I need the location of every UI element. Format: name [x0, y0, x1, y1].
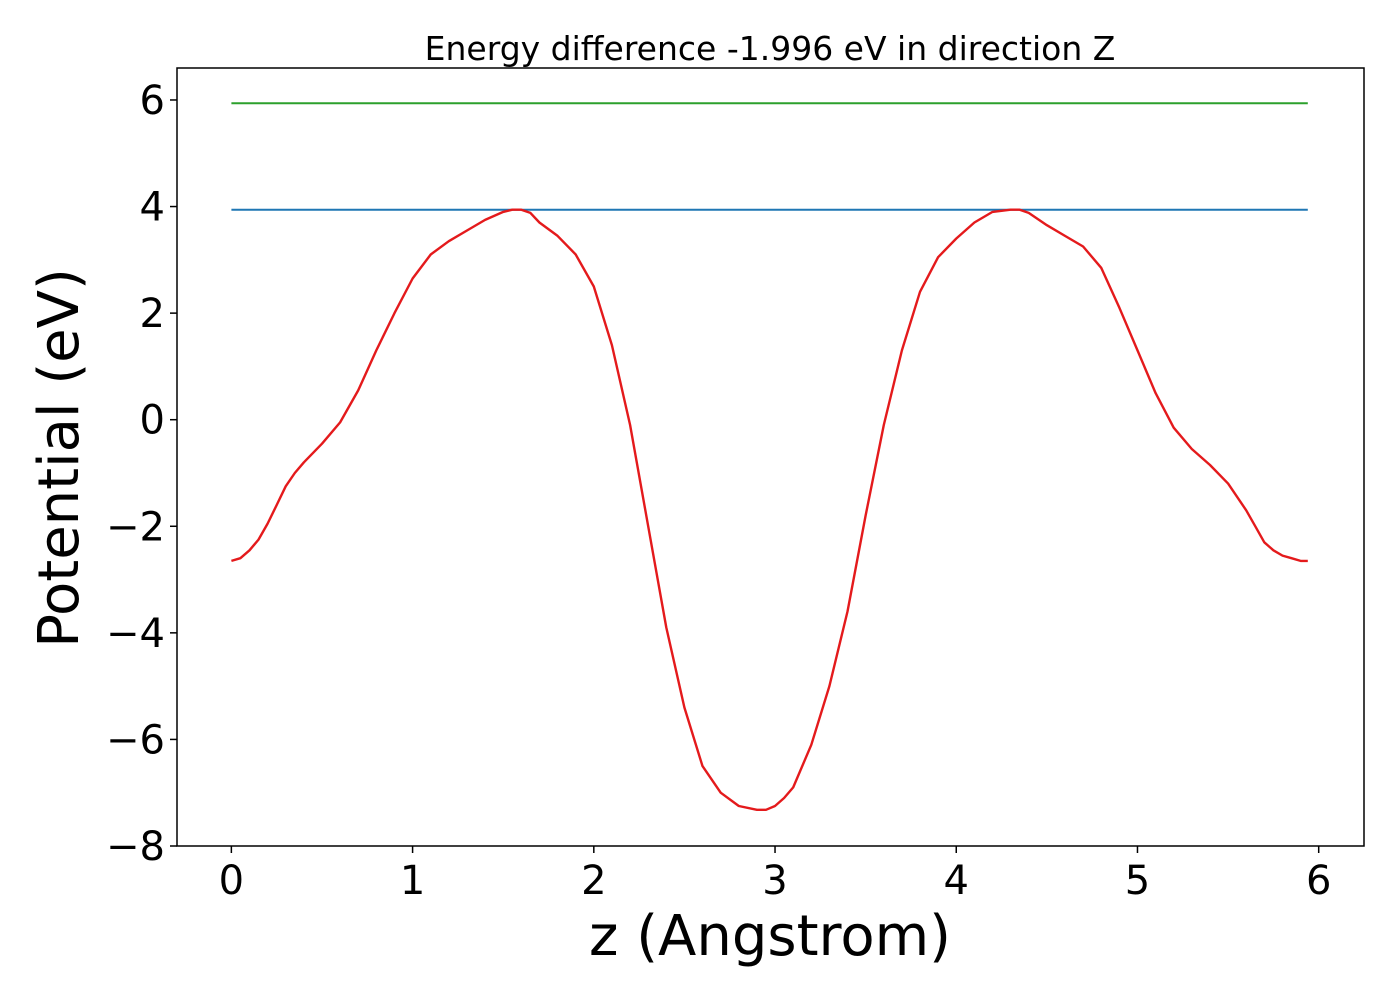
x-tick-label: 4 [944, 858, 969, 904]
y-tick-label: −4 [106, 611, 165, 657]
x-tick-label: 6 [1306, 858, 1331, 904]
x-tick-label: 2 [581, 858, 606, 904]
series-line-2 [231, 208, 1308, 811]
y-tick-label: 6 [140, 78, 165, 124]
plot-area-frame [176, 67, 1365, 847]
y-axis-ticks: −8 −6 −4 −2 0 2 4 6 [106, 78, 177, 870]
x-tick-label: 5 [1125, 858, 1150, 904]
x-axis-ticks: 0 1 2 3 4 5 6 [219, 846, 1331, 904]
x-tick-label: 0 [219, 858, 244, 904]
y-tick-label: 0 [140, 398, 165, 444]
y-tick-label: 4 [140, 185, 165, 231]
y-tick-label: −6 [106, 717, 165, 763]
y-axis-title: Potential (eV) [27, 268, 92, 648]
y-tick-label: −8 [106, 824, 165, 870]
plot-lines [231, 102, 1308, 811]
chart-title: Energy difference -1.996 eV in direction… [425, 29, 1116, 68]
y-tick-label: 2 [140, 291, 165, 337]
y-tick-label: −2 [106, 504, 165, 550]
x-axis-title: z (Angstrom) [589, 904, 951, 969]
x-tick-label: 3 [762, 858, 787, 904]
x-tick-label: 1 [400, 858, 425, 904]
